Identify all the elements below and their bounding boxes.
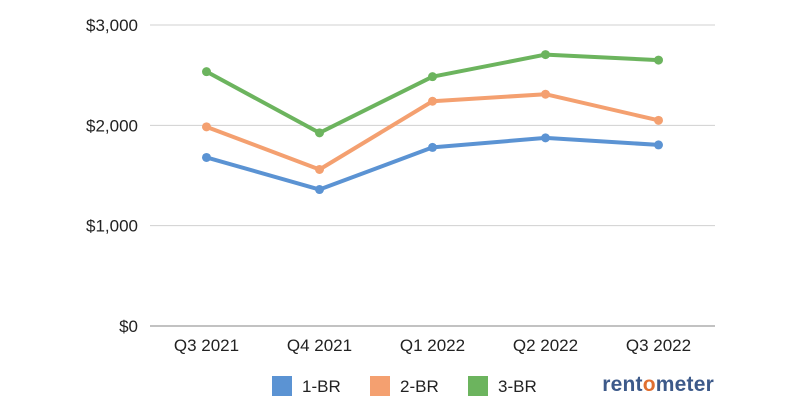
series-1-br	[202, 133, 663, 195]
legend: 1-BR 2-BR 3-BR	[272, 376, 537, 396]
x-tick-label: Q1 2022	[400, 336, 465, 355]
series-2-br	[202, 89, 663, 174]
logo-text-meter: meter	[655, 373, 714, 396]
logo-text-rent: rent	[602, 373, 643, 396]
x-tick-labels: Q3 2021 Q4 2021 Q1 2022 Q2 2022 Q3 2022	[174, 336, 691, 355]
data-point	[541, 89, 550, 99]
rentometer-logo: rentometer	[602, 373, 714, 397]
legend-item: 2-BR	[370, 376, 439, 396]
x-tick-label: Q3 2021	[174, 336, 239, 355]
data-point	[428, 142, 437, 152]
data-point	[202, 122, 211, 132]
data-point	[315, 185, 324, 195]
data-point	[541, 133, 550, 143]
data-point	[315, 128, 324, 138]
x-tick-label: Q4 2021	[287, 336, 352, 355]
series-3-br	[202, 50, 663, 138]
x-tick-label: Q2 2022	[513, 336, 578, 355]
data-point	[654, 115, 663, 125]
y-tick-label: $0	[119, 317, 138, 336]
logo-text-o: o	[642, 373, 656, 396]
legend-label: 1-BR	[302, 377, 341, 396]
y-tick-labels: $0 $1,000 $2,000 $3,000	[86, 16, 138, 336]
data-point	[654, 55, 663, 65]
data-point	[541, 50, 550, 60]
data-point	[315, 164, 324, 174]
y-tick-label: $3,000	[86, 16, 138, 35]
legend-label: 3-BR	[498, 377, 537, 396]
x-tick-label: Q3 2022	[626, 336, 691, 355]
data-point	[202, 152, 211, 162]
grid-layer	[150, 24, 715, 327]
legend-item: 1-BR	[272, 376, 341, 396]
legend-item: 3-BR	[468, 376, 537, 396]
legend-label: 2-BR	[400, 377, 439, 396]
data-point	[428, 72, 437, 82]
legend-swatch	[272, 376, 292, 396]
legend-swatch	[370, 376, 390, 396]
series-layer	[202, 50, 663, 195]
data-point	[654, 140, 663, 150]
data-point	[202, 67, 211, 77]
y-tick-label: $2,000	[86, 116, 138, 135]
y-tick-label: $1,000	[86, 217, 138, 236]
legend-swatch	[468, 376, 488, 396]
series-line	[204, 52, 661, 135]
data-point	[428, 96, 437, 106]
